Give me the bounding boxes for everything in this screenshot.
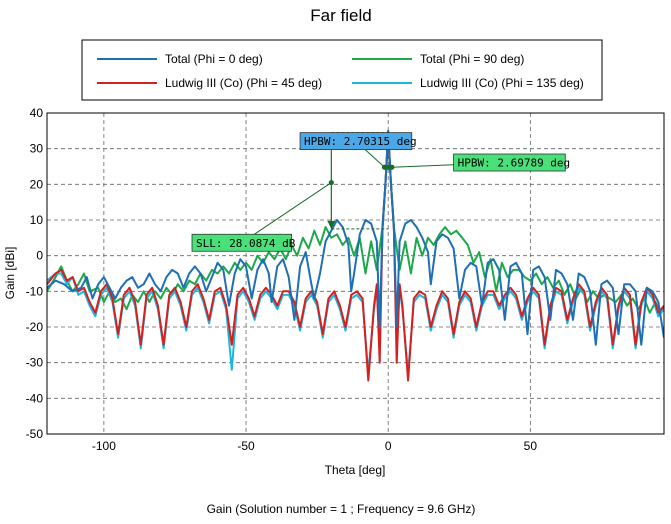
y-tick-label: -30 [26, 356, 44, 370]
annotation-label: HPBW: 2.69789 deg [458, 157, 571, 170]
series-layer [47, 129, 664, 382]
annotation-anchor-dot [328, 179, 334, 186]
legend-label: Total (Phi = 0 deg) [165, 52, 263, 66]
annotation-label: HPBW: 2.70315 deg [304, 135, 417, 148]
x-tick-label: -50 [237, 439, 255, 453]
y-tick-label: 10 [30, 213, 44, 227]
series-line-1 [47, 129, 664, 314]
y-tick-label: 0 [36, 249, 43, 263]
grid [47, 113, 664, 434]
annotation-box [453, 153, 566, 172]
annotation-box [191, 233, 292, 252]
y-tick-label: 30 [30, 142, 44, 156]
y-tick-label: -40 [26, 391, 44, 405]
legend-box [81, 39, 603, 101]
x-tick-label: 50 [524, 439, 538, 453]
y-tick-label: -20 [26, 320, 44, 334]
annotation-label: SLL: 28.0874 dB [196, 237, 296, 250]
x-tick-label: -100 [92, 439, 116, 453]
legend-label: Ludwig III (Co) (Phi = 135 deg) [420, 76, 584, 90]
sll-arrow-bottom [327, 220, 336, 229]
x-axis-label: Theta [deg] [325, 463, 386, 477]
legend-label: Total (Phi = 90 deg) [420, 52, 524, 66]
annotation-anchor-dot [389, 164, 395, 170]
x-tick-label: 0 [385, 439, 392, 453]
chart-title: Far field [310, 6, 371, 25]
series-line-0 [47, 129, 664, 346]
plot-frame [46, 112, 665, 435]
annotation-leader [241, 182, 332, 244]
series-line-2 [47, 133, 664, 382]
legend-label: Ludwig III (Co) (Phi = 45 deg) [165, 76, 322, 90]
legend: Total (Phi = 0 deg) Total (Phi = 90 deg) L… [97, 52, 584, 90]
plot-area [47, 113, 664, 434]
y-axis-label: Gain [dBi] [3, 247, 17, 300]
chart-footer: Gain (Solution number = 1 ; Frequency = … [207, 502, 476, 516]
y-tick-label: 20 [30, 177, 44, 191]
y-tick-label: 40 [30, 106, 44, 120]
annotation-anchor-dot [381, 164, 388, 170]
y-tick-label: -50 [26, 427, 44, 441]
annotations: HPBW: 2.70315 deg HPBW: 2.69789 deg SLL: 2… [191, 132, 571, 252]
annotation-box [299, 132, 413, 151]
y-tick-label: -10 [26, 284, 44, 298]
